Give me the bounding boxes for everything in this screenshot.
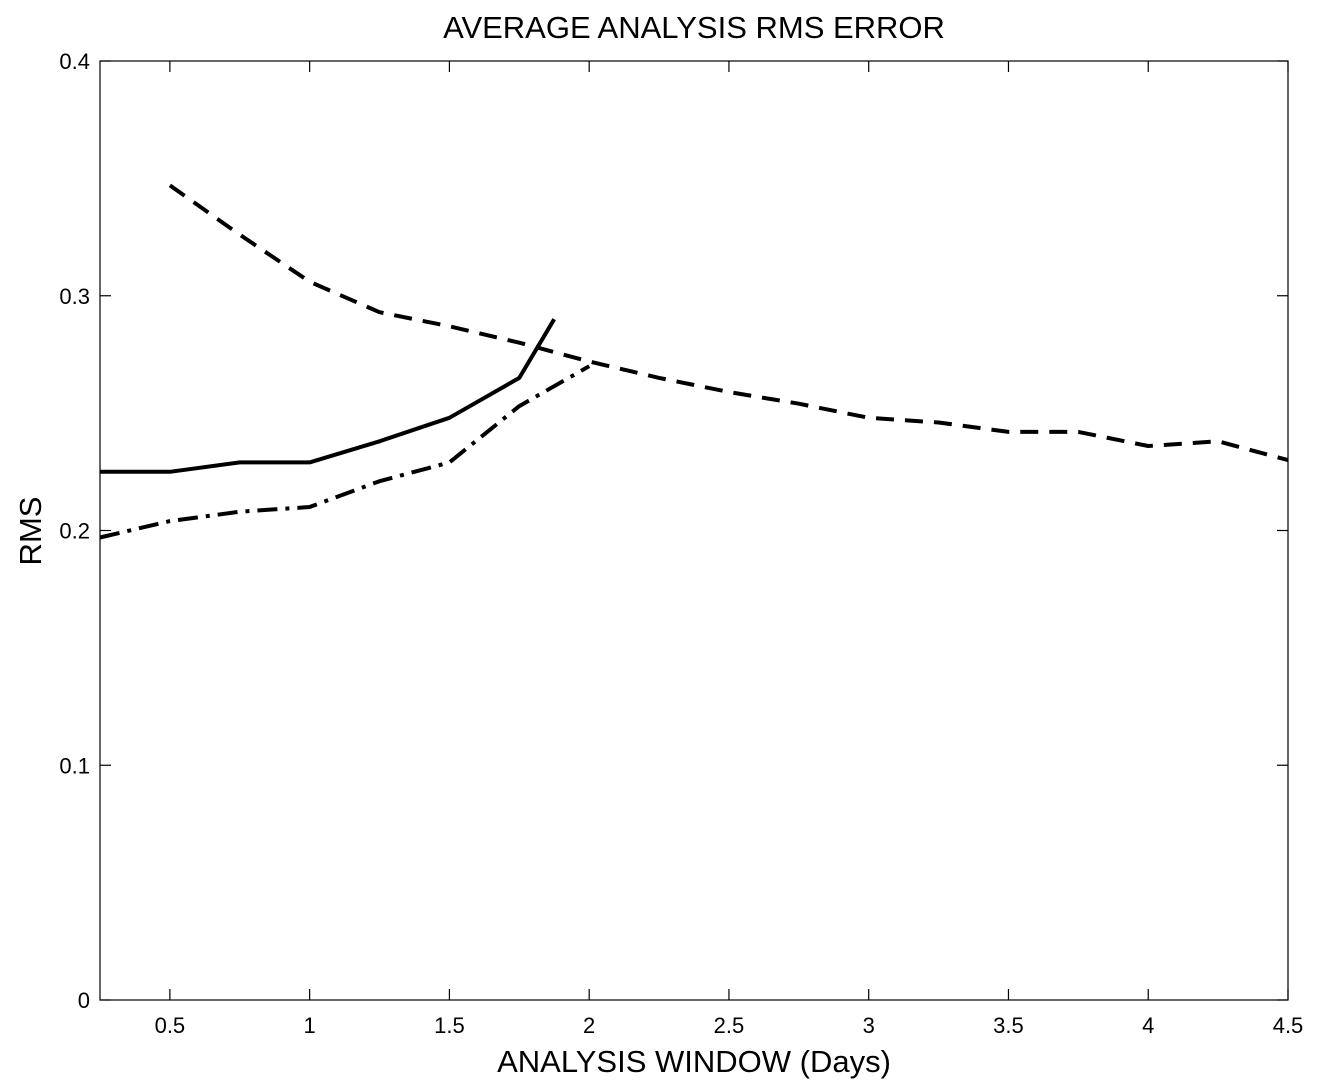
x-tick-label: 1.5	[434, 1013, 465, 1038]
y-tick-label: 0.1	[59, 753, 90, 778]
y-tick-label: 0.3	[59, 284, 90, 309]
y-tick-label: 0.2	[59, 519, 90, 544]
x-tick-label: 1	[304, 1013, 316, 1038]
x-tick-label: 4.5	[1273, 1013, 1304, 1038]
chart-title: AVERAGE ANALYSIS RMS ERROR	[443, 10, 945, 45]
series-line-dashed	[168, 183, 1289, 463]
y-tick-label: 0.4	[59, 49, 90, 74]
series-line-solid	[100, 318, 556, 474]
y-axis-label: RMS	[13, 497, 48, 566]
y-tick-label: 0	[78, 988, 90, 1013]
ticks-layer: 0.5 1 1.5 2 2.5 3 3.5 4 4.5 0 0.1 0.2 0.3 0.4	[59, 49, 1303, 1038]
x-tick-label: 3.5	[993, 1013, 1024, 1038]
x-tick-label: 0.5	[155, 1013, 186, 1038]
x-axis-label: ANALYSIS WINDOW (Days)	[497, 1044, 891, 1079]
x-tick-label: 2	[583, 1013, 595, 1038]
series-layer	[99, 183, 1289, 540]
x-tick-label: 4	[1142, 1013, 1154, 1038]
series-line-dashdot	[99, 364, 591, 540]
x-tick-label: 2.5	[714, 1013, 745, 1038]
x-tick-label: 3	[863, 1013, 875, 1038]
